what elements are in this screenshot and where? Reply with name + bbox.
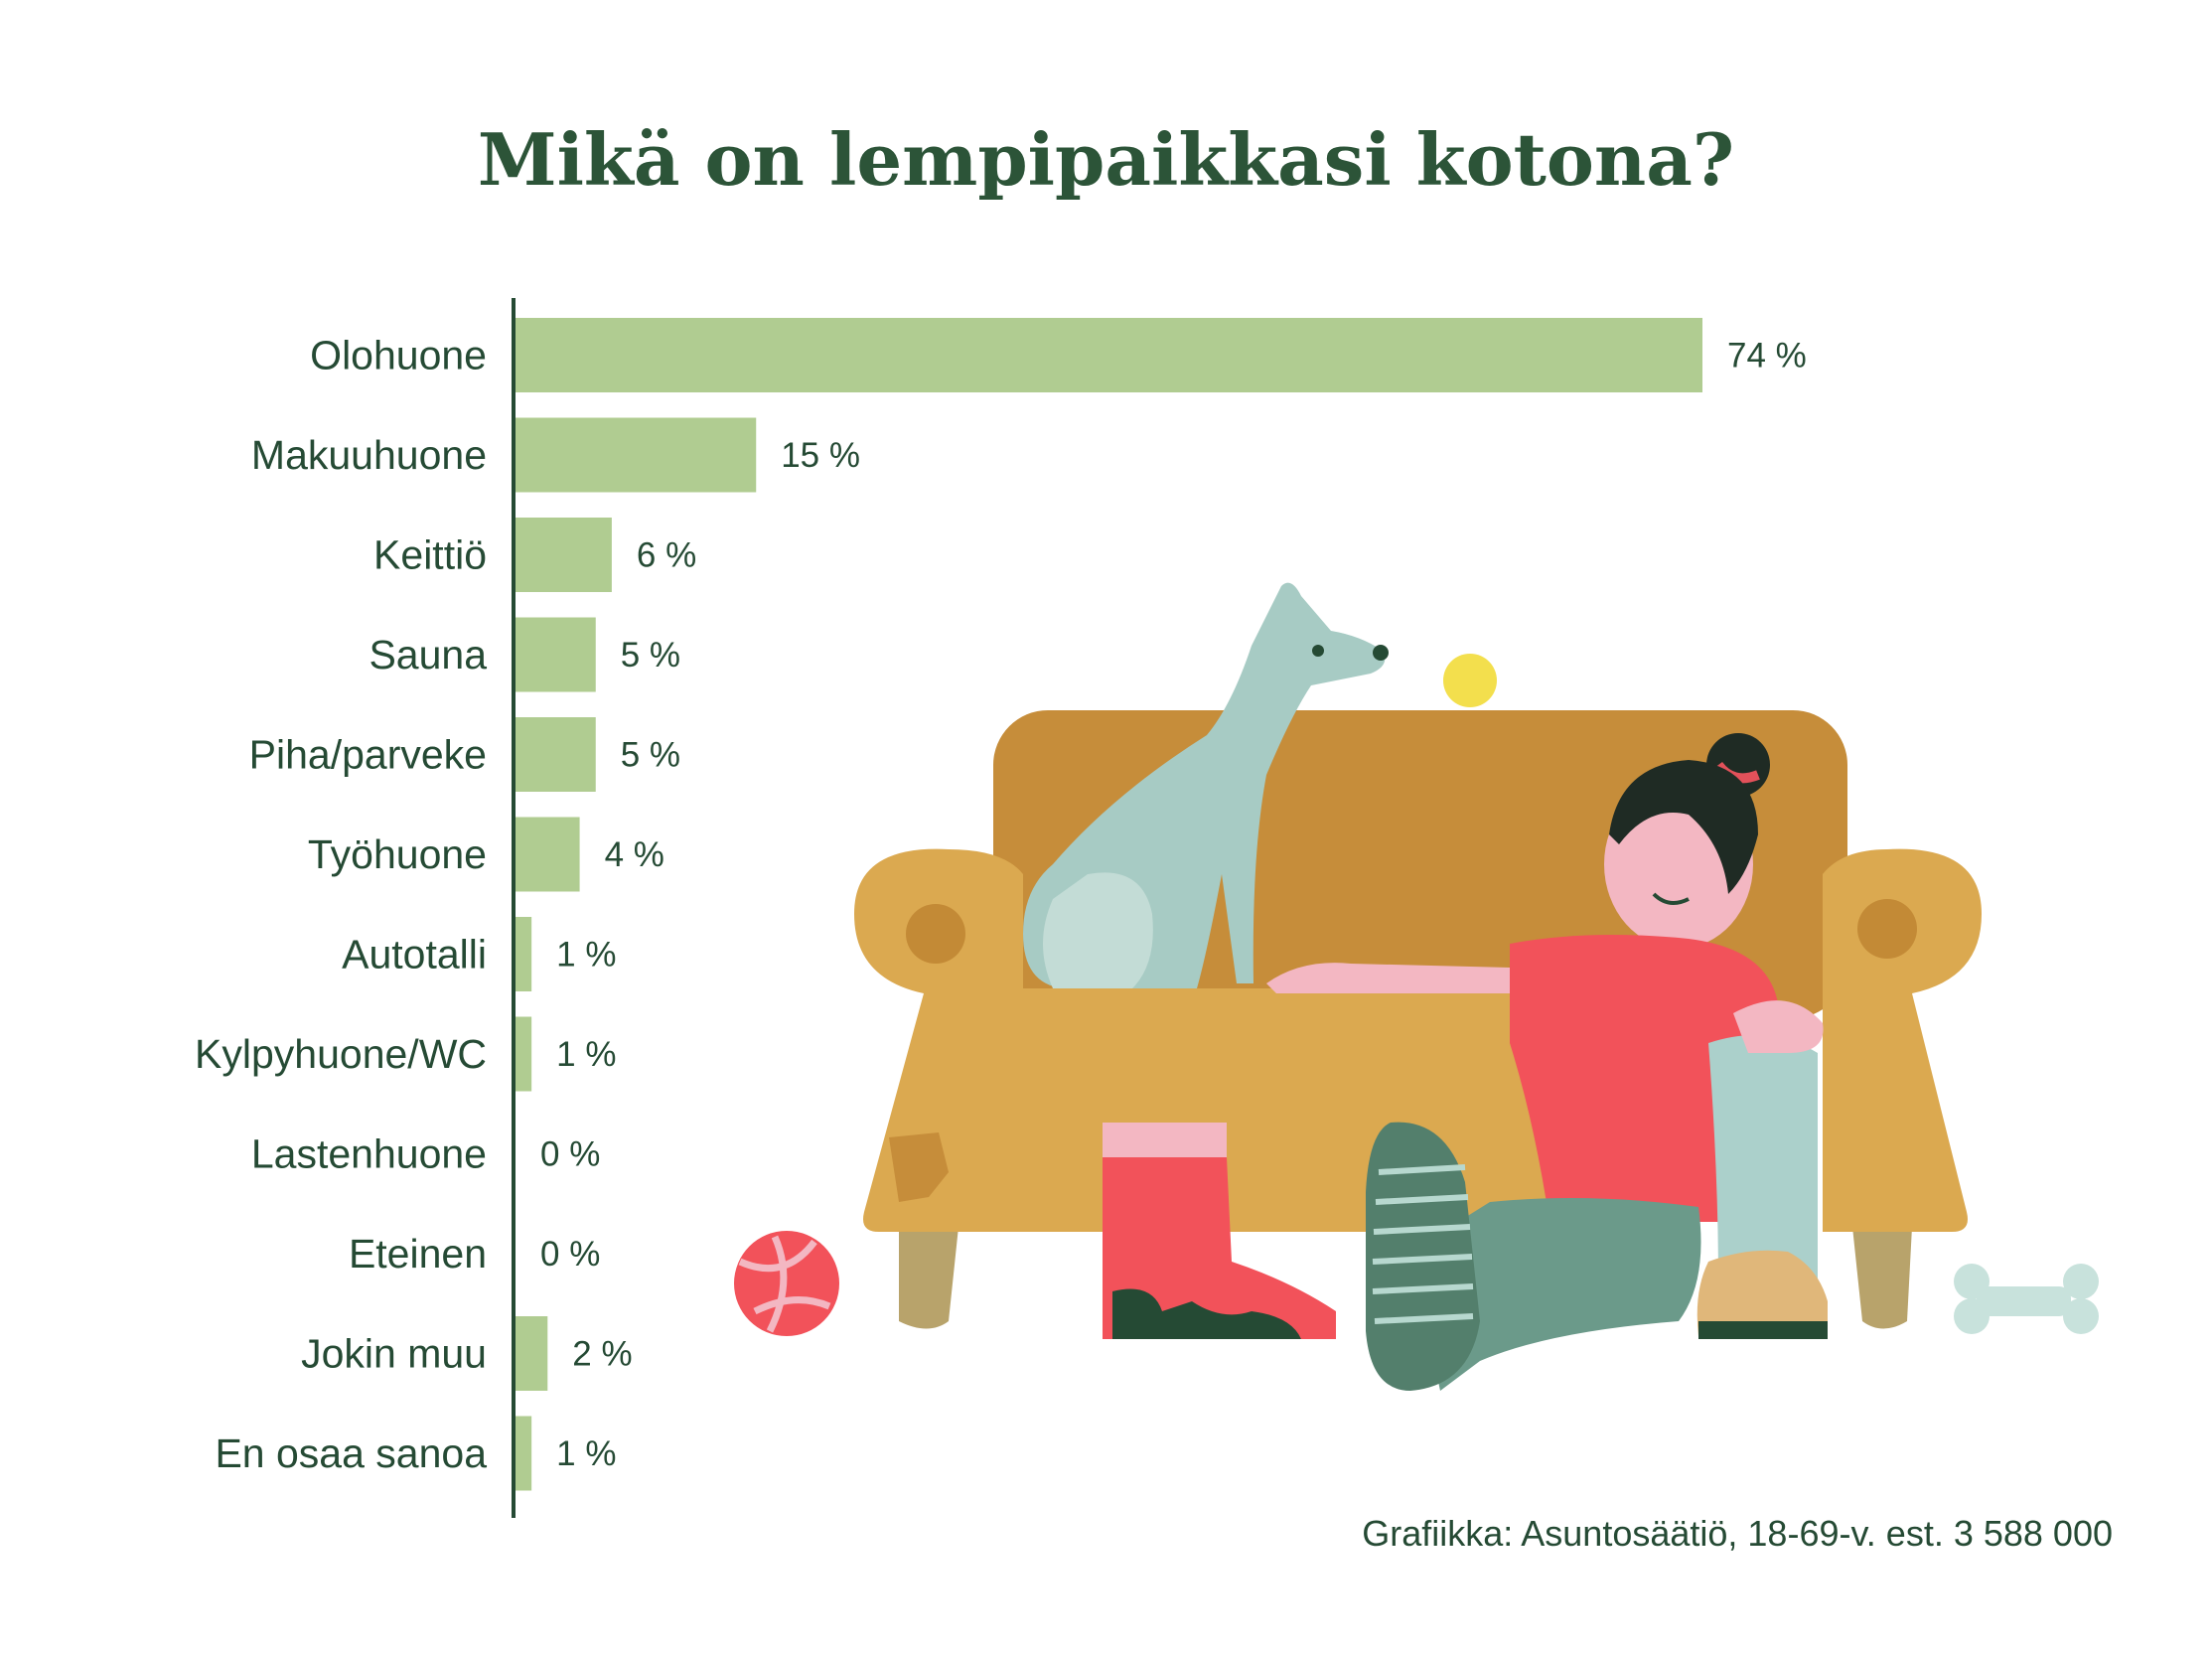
chart-title: Mikä on lempipaikkasi kotona? [477,117,1735,202]
value-label: 5 % [621,736,680,775]
dog-bone-icon [1954,1264,2099,1334]
bar-2 [516,518,612,592]
value-label: 4 % [605,835,664,874]
bar-1 [516,417,757,493]
bar-6 [516,917,532,991]
rain-boot-icon [1103,1123,1336,1339]
category-label: Keittiö [373,532,487,578]
value-label: 6 % [637,536,696,575]
source-caption: Grafiikka: Asuntosäätiö, 18-69-v. est. 3… [1362,1513,2113,1554]
bar-7 [516,1016,532,1092]
category-label: Lastenhuone [251,1131,487,1177]
dog-icon [1023,582,1389,988]
value-label: 74 % [1727,337,1807,376]
category-label: Kylpyhuone/WC [195,1031,487,1077]
value-label: 1 % [556,936,616,975]
category-label: Jokin muu [301,1331,487,1377]
category-label: Piha/parveke [249,732,487,778]
category-label: Työhuone [308,831,487,877]
category-label: Eteinen [349,1231,487,1277]
value-label: 1 % [556,1434,616,1473]
bar-11 [516,1416,532,1491]
category-label: En osaa sanoa [215,1430,487,1476]
category-label: Olohuone [310,333,487,378]
value-label: 0 % [540,1135,600,1174]
category-label: Autotalli [342,932,487,977]
category-label: Makuuhuone [251,432,487,478]
value-label: 5 % [621,636,680,675]
value-label: 0 % [540,1235,600,1274]
red-ball-icon [734,1231,839,1336]
bar-0 [516,318,1702,392]
sneaker-icon [1696,1250,1828,1336]
bar-4 [516,717,596,792]
person-icon [1266,733,1828,1391]
bar-10 [516,1316,548,1391]
value-label: 15 % [781,436,860,475]
bar-3 [516,617,596,692]
value-label: 2 % [572,1335,632,1374]
category-label: Sauna [369,632,487,677]
tennis-ball-icon [1443,654,1497,707]
bar-5 [516,817,580,892]
value-label: 1 % [556,1035,616,1074]
